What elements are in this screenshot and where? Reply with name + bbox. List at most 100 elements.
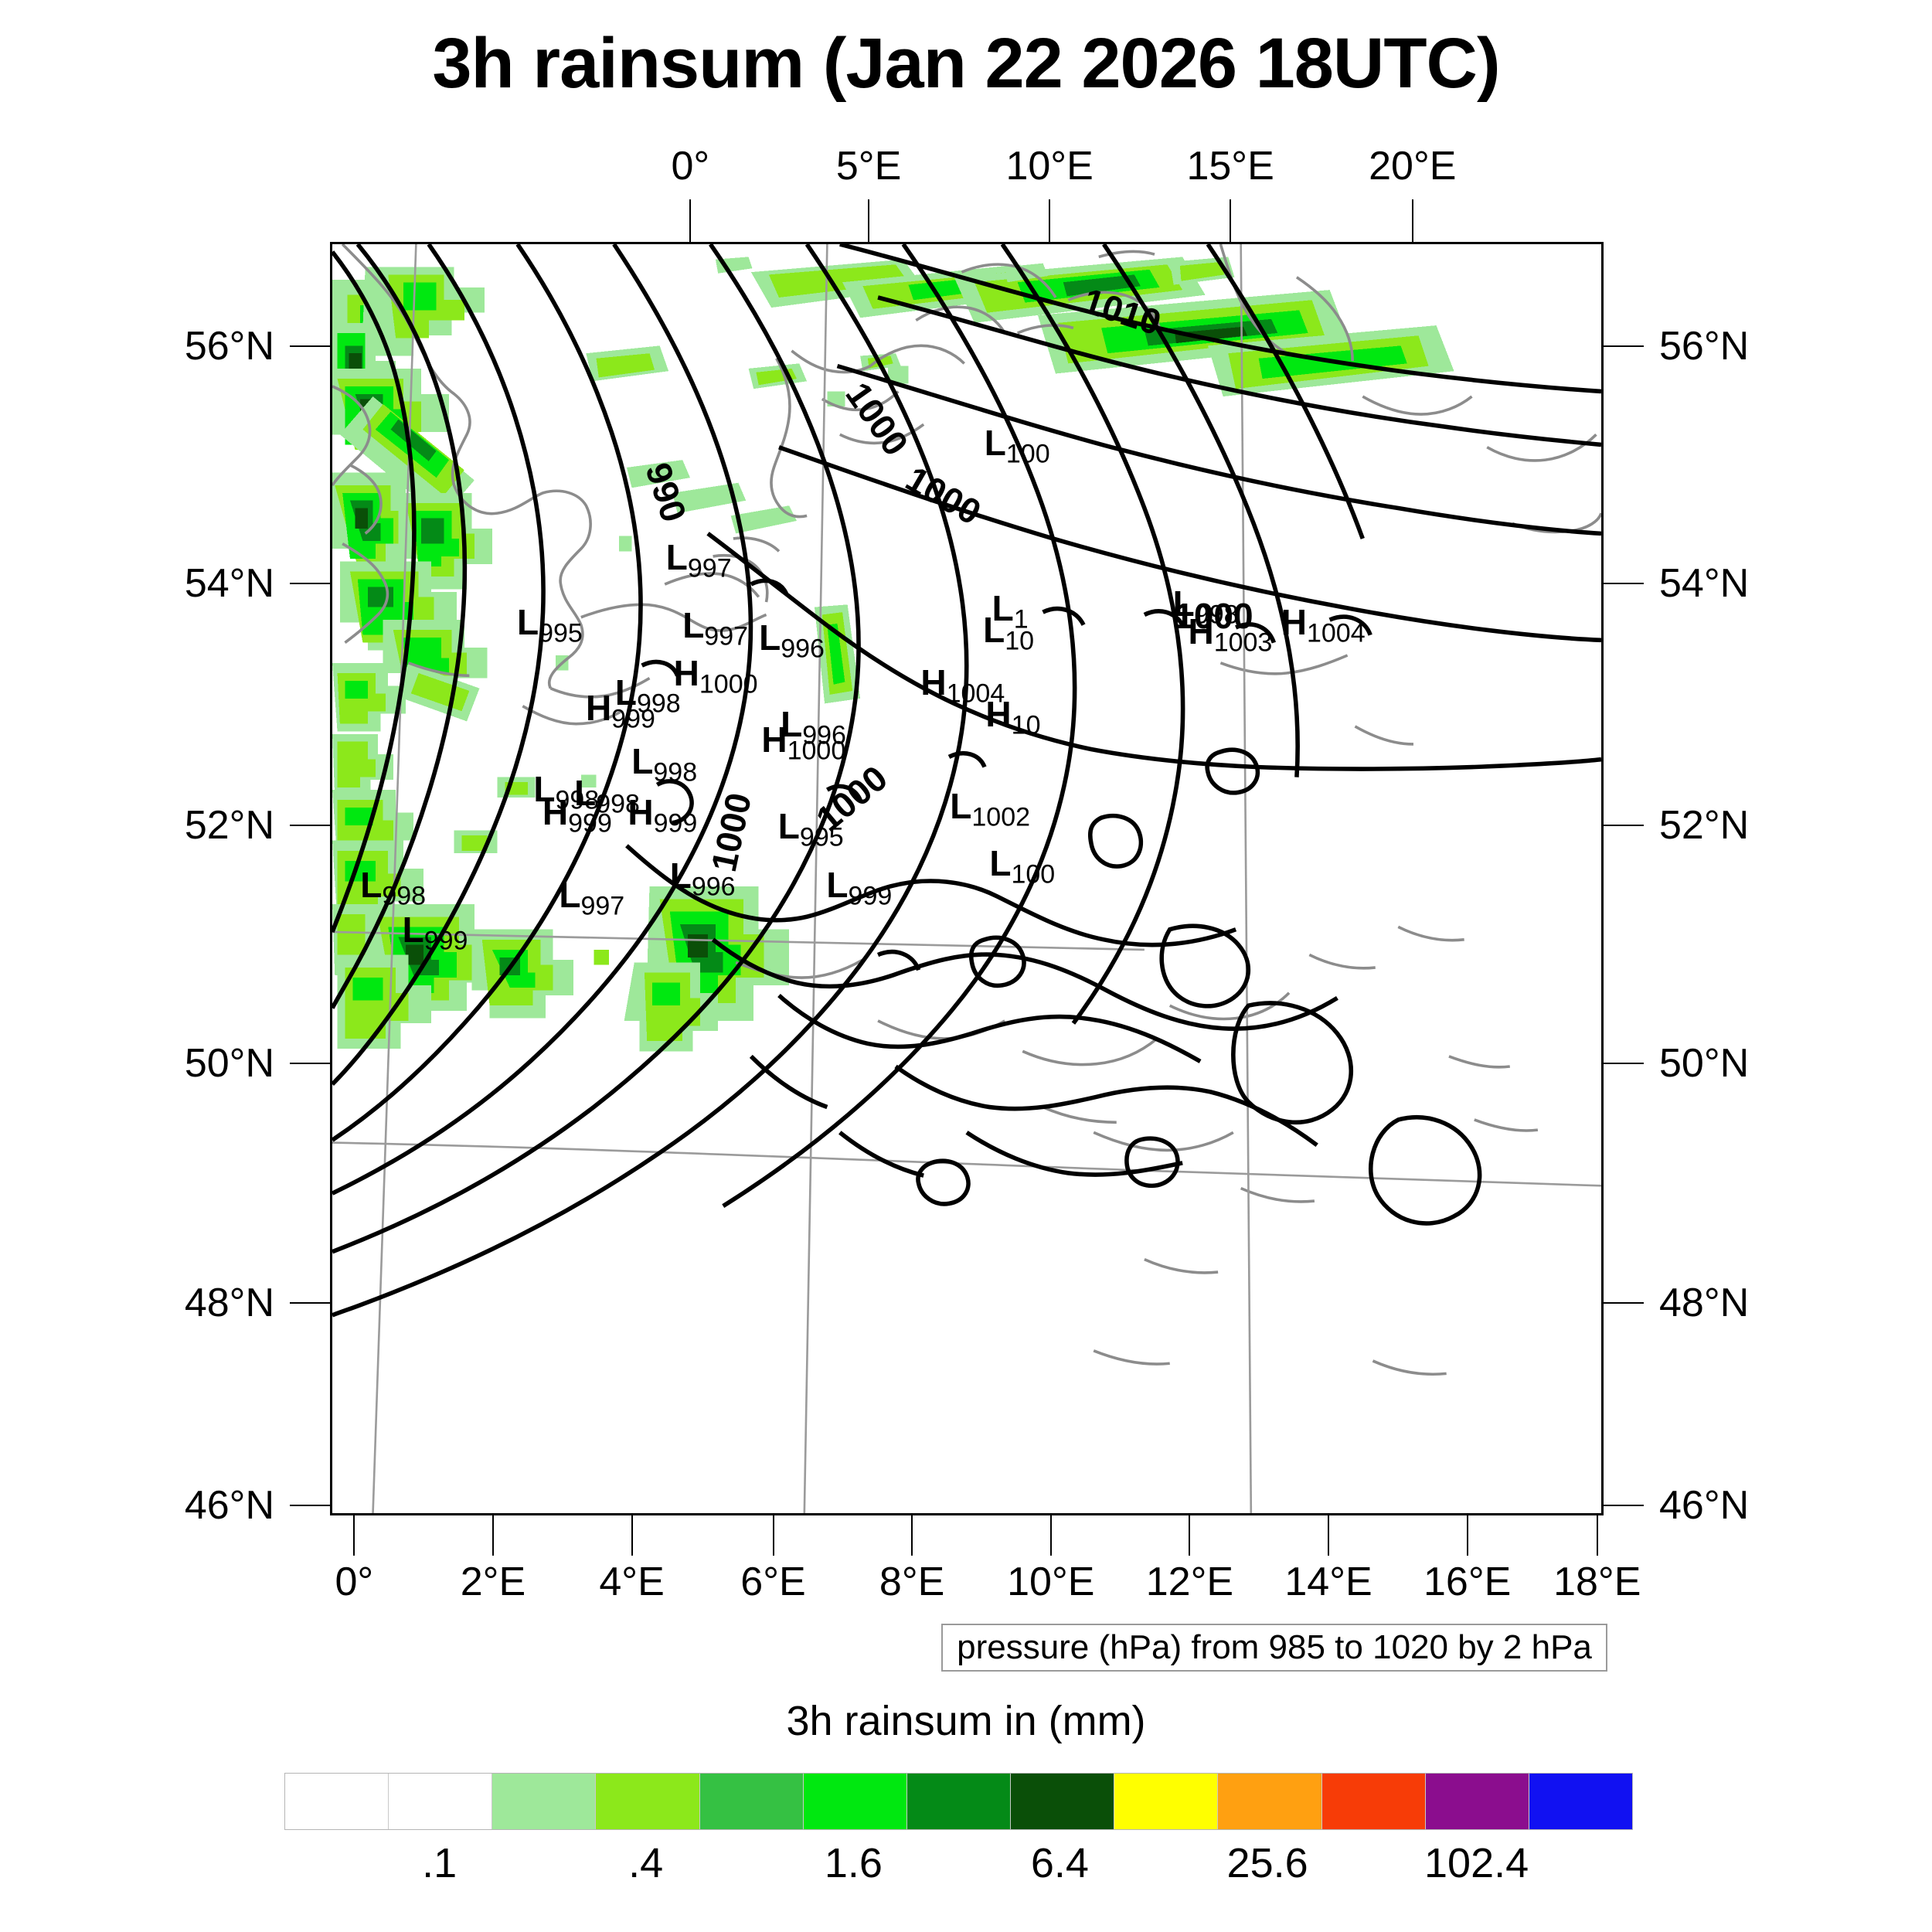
pressure-label-type: L [950,785,972,826]
axis-top-label-0: 0° [671,144,710,189]
pressure-label-type: H [628,791,654,832]
pressure-label-value: 998 [555,785,600,815]
axis-bottom-label-4: 8°E [879,1560,945,1604]
pressure-label-h-16: H999 [543,794,612,837]
axis-tick-mark [290,824,330,826]
pressure-label-l-25: L100 [989,845,1055,888]
axis-tick-mark [1604,824,1644,826]
pressure-label-type: L [989,842,1012,883]
pressure-label-value: 998 [653,757,698,787]
axis-tick-mark [868,199,870,242]
pressure-label-h-9: H999 [586,690,655,733]
colorbar-cell-5[interactable] [803,1774,907,1829]
axis-tick-mark [1466,1515,1468,1556]
colorbar-cell-0[interactable] [285,1774,389,1829]
axis-left-label-0: 56°N [184,324,274,369]
pressure-label-type: L [669,855,692,896]
pressure-label-l-22: L999 [826,867,892,910]
pressure-label-type: L [402,909,424,950]
colorbar-label-1: .4 [628,1840,664,1886]
axis-bottom-label-1: 2°E [460,1560,526,1604]
axis-tick-mark [1230,199,1232,242]
pressure-label-l-13: L998 [631,743,697,786]
pressure-label-value: 1002 [971,802,1031,832]
pressure-label-type: L [984,423,1006,464]
axis-tick-mark [1049,1515,1052,1556]
pressure-label-type: L [665,537,688,578]
colorbar[interactable] [284,1773,1633,1830]
axis-bottom-label-5: 10°E [1007,1560,1095,1604]
pressure-label-value: 995 [799,822,844,852]
pressure-label-value: 996 [802,720,846,750]
axis-tick-mark [631,1515,633,1556]
pressure-label-type: H [985,694,1012,735]
pressure-label-type: L [360,864,383,905]
axis-right-label-4: 48°N [1659,1280,1750,1325]
axis-tick-mark [1328,1515,1330,1556]
colorbar-cell-6[interactable] [906,1774,1012,1829]
pressure-label-value: 997 [704,621,749,651]
colorbar-label-5: 102.4 [1424,1840,1529,1886]
pressure-label-h-17: H999 [628,794,697,837]
pressure-label-type: L [682,604,705,645]
colorbar-cell-11[interactable] [1425,1774,1529,1829]
colorbar-cell-7[interactable] [1011,1774,1115,1829]
pressure-label-type: L [516,602,539,643]
axis-tick-mark [1604,1062,1644,1064]
pressure-label-type: H [542,791,569,832]
pressure-label-value: 999 [611,704,655,734]
axis-right-label-1: 54°N [1659,560,1750,606]
pressure-label-h-7: H1000 [674,655,758,698]
colorbar-cell-12[interactable] [1529,1774,1633,1829]
pressure-label-value: 999 [848,881,893,911]
pressure-label-l-4: L996 [759,620,825,662]
pressure-label-value: 998 [636,689,681,719]
pressure-label-l-20: L996 [670,858,736,900]
axis-top-label-1: 5°E [835,144,902,189]
pressure-label-h-28: H10 [985,696,1040,739]
axis-tick-mark [1411,199,1413,242]
pressure-label-value: 1000 [787,736,846,766]
pressure-label-h-8: H1004 [920,665,1005,707]
colorbar-cell-3[interactable] [596,1774,700,1829]
pressure-label-value: 1004 [946,679,1005,709]
pressure-label-value: 995 [539,618,583,648]
axis-bottom-label-9: 18°E [1553,1560,1641,1604]
colorbar-cell-1[interactable] [389,1774,493,1829]
axis-right-label-3: 50°N [1659,1040,1750,1086]
axis-tick-mark [1049,199,1051,242]
map-plot-area[interactable]: L997 L995 L998 L997 L996 H1003 H1004 H1000 H1004… [330,242,1604,1515]
pressure-label-l-23: L998 [360,867,426,910]
axis-left-label-2: 52°N [184,802,274,848]
axis-tick-mark [911,1515,913,1556]
pressure-label-type: H [761,719,787,760]
colorbar-cell-8[interactable] [1114,1774,1219,1829]
axis-bottom-label-8: 16°E [1423,1560,1512,1604]
axis-tick-mark [1604,1301,1644,1304]
colorbar-cell-9[interactable] [1218,1774,1322,1829]
colorbar-label-3: 6.4 [1030,1840,1089,1886]
coastlines [332,244,1601,1376]
pressure-label-value: 999 [653,808,698,838]
pressure-label-l-15: L998 [574,775,640,818]
pressure-label-type: L [992,588,1014,629]
colorbar-cell-10[interactable] [1321,1774,1426,1829]
axis-left-label-5: 46°N [184,1482,274,1528]
axis-tick-mark [290,345,330,348]
pressure-label-value: 1000 [699,669,758,699]
pressure-label-type: L [826,864,849,905]
pressure-label-type: H [1281,602,1307,643]
isobars [332,244,1601,1318]
axis-top-label-4: 20°E [1369,144,1457,189]
colorbar-cell-2[interactable] [492,1774,597,1829]
pressure-label-value: 996 [691,872,736,902]
axis-tick-mark [290,582,330,584]
pressure-label-value: 1 [1013,604,1029,634]
axis-tick-mark [1189,1515,1191,1556]
pressure-label-l-27: L1 [992,590,1029,633]
colorbar-cell-4[interactable] [699,1774,804,1829]
axis-right-label-0: 56°N [1659,324,1750,369]
pressure-label-l-19: L1002 [950,788,1030,831]
pressure-label-type: H [585,687,612,728]
